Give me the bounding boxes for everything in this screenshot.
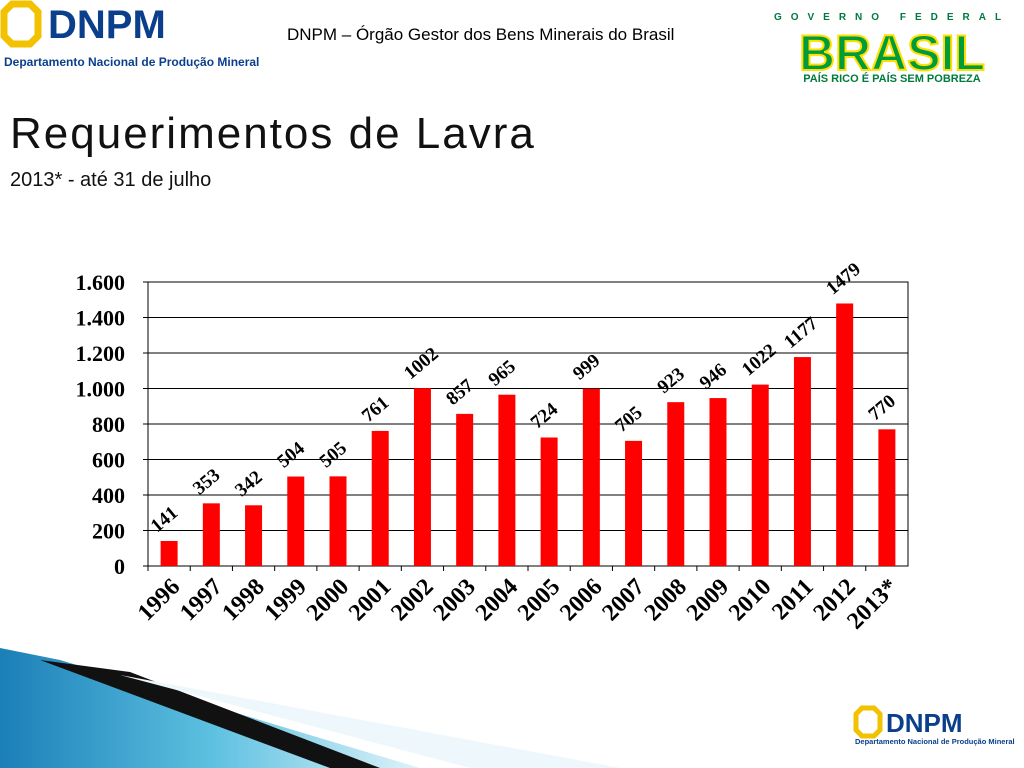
y-tick-label: 600: [92, 448, 125, 473]
chart-title: Requerimentos de Lavra: [10, 109, 536, 158]
footer-logo: DNPM Departamento Nacional de Produção M…: [853, 705, 1015, 746]
x-tick-label: 1999: [260, 574, 312, 626]
data-label: 923: [653, 364, 688, 398]
logo-ring: [0, 0, 42, 48]
bar: [878, 429, 896, 566]
swoosh-dark: [40, 660, 380, 768]
bar: [202, 503, 220, 566]
data-label: 965: [485, 356, 520, 390]
footer-logo-caption: Departamento Nacional de Produção Minera…: [855, 737, 1015, 746]
gov-top: GOVERNO FEDERAL: [774, 12, 1010, 23]
bar: [667, 402, 685, 566]
footer-logo-text: DNPM: [886, 708, 963, 738]
data-label: 1177: [780, 313, 822, 353]
data-label: 999: [569, 350, 604, 384]
bar: [371, 430, 389, 566]
bar: [329, 476, 347, 566]
bar: [160, 540, 178, 566]
data-label: 770: [865, 391, 900, 425]
data-label: 1002: [400, 343, 443, 384]
y-tick-label: 1.200: [76, 341, 126, 366]
bar: [456, 413, 474, 566]
x-tick-label: 2003: [429, 574, 481, 626]
y-tick-label: 0: [114, 554, 125, 579]
bar: [582, 388, 600, 566]
data-label: 857: [442, 375, 478, 410]
data-label: 705: [611, 402, 646, 436]
y-tick-label: 800: [92, 412, 125, 437]
data-label: 141: [147, 502, 182, 536]
data-label: 504: [273, 438, 309, 473]
chart-subtitle: 2013* - até 31 de julho: [10, 169, 211, 191]
bar: [751, 384, 769, 566]
y-tick-label: 200: [92, 519, 125, 544]
data-label: 353: [189, 465, 224, 499]
x-tick-label: 1996: [133, 574, 185, 626]
bar: [287, 476, 305, 566]
x-tick-label: 2009: [682, 574, 734, 626]
x-tick-label: 2010: [724, 574, 776, 626]
data-label: 761: [358, 392, 393, 426]
data-label: 724: [527, 399, 563, 434]
data-label: 1479: [822, 259, 865, 300]
bar: [793, 357, 811, 566]
x-tick-label: 1997: [175, 574, 227, 626]
x-tick-label: 2004: [471, 574, 523, 626]
x-tick-label: 2005: [513, 574, 565, 626]
gov-logo: GOVERNO FEDERAL BRASIL PAÍS RICO É PAÍS …: [774, 12, 1010, 85]
bar: [498, 394, 516, 566]
y-tick-label: 1.400: [76, 306, 126, 331]
x-tick-label: 2001: [344, 574, 396, 626]
bar: [540, 437, 558, 566]
y-tick-label: 400: [92, 483, 125, 508]
swoosh-light: [120, 675, 620, 768]
gov-slogan: PAÍS RICO É PAÍS SEM POBREZA: [803, 72, 981, 85]
y-tick-label: 1.600: [76, 270, 126, 295]
logo-text: DNPM: [48, 3, 166, 47]
x-tick-label: 2007: [597, 574, 649, 626]
x-tick-label: 2002: [386, 574, 438, 626]
data-label: 342: [231, 467, 266, 501]
data-label: 505: [316, 438, 351, 472]
bar: [413, 388, 431, 566]
x-tick-label: 2006: [555, 574, 607, 626]
y-tick-label: 1.000: [76, 377, 126, 402]
data-label: 1022: [738, 340, 781, 381]
bar: [625, 440, 643, 566]
header-tagline: DNPM – Órgão Gestor dos Bens Minerais do…: [287, 25, 674, 44]
x-tick-label: 1998: [217, 574, 269, 626]
logo-caption: Departamento Nacional de Produção Minera…: [4, 55, 259, 69]
bar: [709, 398, 727, 566]
dnpm-logo: DNPM Departamento Nacional de Produção M…: [0, 0, 259, 69]
x-tick-label: 2011: [767, 574, 818, 625]
bar: [245, 505, 263, 566]
x-tick-label: 2008: [640, 574, 692, 626]
x-tick-label: 2000: [302, 574, 354, 626]
bar: [836, 303, 854, 566]
gov-name: BRASIL: [799, 25, 985, 81]
footer-logo-ring: [853, 705, 883, 739]
